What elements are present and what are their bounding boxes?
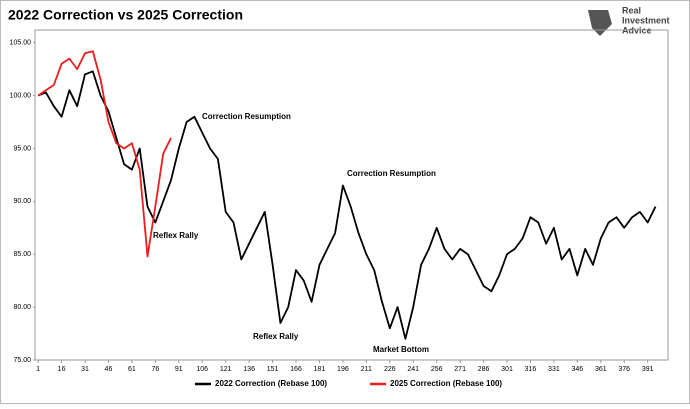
- series-line: [37, 70, 657, 340]
- y-tick-label: 95.00: [13, 145, 31, 152]
- x-tick-label: 181: [314, 366, 326, 373]
- annotation: Reflex Rally: [153, 231, 199, 240]
- logo-text: Real: [622, 5, 641, 15]
- x-tick-label: 361: [595, 366, 607, 373]
- x-tick-label: 331: [548, 366, 560, 373]
- x-tick-label: 16: [58, 366, 66, 373]
- x-tick-label: 136: [243, 366, 255, 373]
- series-line: [37, 50, 172, 258]
- x-tick-label: 241: [407, 366, 419, 373]
- x-tick-label: 61: [128, 366, 136, 373]
- y-tick-label: 85.00: [13, 251, 31, 258]
- annotation: Correction Resumption: [202, 112, 291, 121]
- x-tick-label: 346: [572, 366, 584, 373]
- legend-label: 2022 Correction (Rebase 100): [215, 379, 327, 388]
- y-tick-label: 80.00: [13, 304, 31, 311]
- y-tick-label: 75.00: [13, 357, 31, 364]
- x-tick-label: 106: [196, 366, 208, 373]
- legend-label: 2025 Correction (Rebase 100): [390, 379, 502, 388]
- y-tick-label: 90.00: [13, 198, 31, 205]
- annotation: Correction Resumption: [347, 169, 436, 178]
- x-tick-label: 91: [175, 366, 183, 373]
- x-tick-label: 391: [642, 366, 654, 373]
- logo-text: Investment: [622, 15, 670, 25]
- x-tick-label: 46: [105, 366, 113, 373]
- y-tick-label: 100.00: [10, 92, 32, 99]
- x-tick-label: 301: [501, 366, 513, 373]
- x-tick-label: 211: [361, 366, 372, 373]
- x-tick-label: 166: [290, 366, 302, 373]
- x-tick-label: 376: [618, 366, 630, 373]
- x-tick-label: 1: [36, 366, 40, 373]
- x-tick-label: 316: [525, 366, 537, 373]
- x-tick-label: 226: [384, 366, 396, 373]
- x-tick-label: 76: [151, 366, 159, 373]
- x-tick-label: 256: [431, 366, 443, 373]
- x-tick-label: 121: [220, 366, 232, 373]
- annotation: Reflex Rally: [253, 332, 299, 341]
- y-tick-label: 105.00: [10, 40, 32, 47]
- plot-area: [34, 29, 669, 361]
- x-tick-label: 271: [454, 366, 466, 373]
- x-tick-label: 31: [81, 366, 89, 373]
- x-tick-label: 151: [267, 366, 279, 373]
- x-tick-label: 286: [478, 366, 490, 373]
- chart-title: 2022 Correction vs 2025 Correction: [8, 7, 243, 23]
- x-tick-label: 196: [337, 366, 349, 373]
- annotation: Market Bottom: [373, 345, 429, 354]
